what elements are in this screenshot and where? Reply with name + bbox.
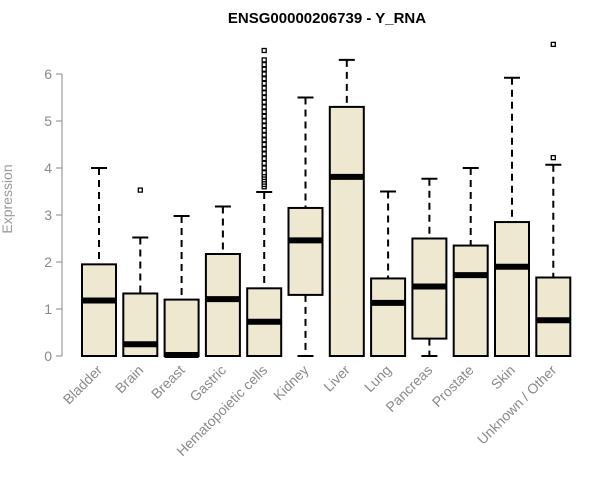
y-tick-label: 6 [44,66,52,82]
box-breast [163,214,200,359]
outlier-point [261,85,267,91]
box-body [287,206,324,296]
box-pancreas [411,177,448,357]
box-unknown-other [535,41,572,358]
box-liver [328,58,365,358]
outlier-point [261,66,267,72]
box-bladder [81,167,117,358]
x-tick-label: Breast [148,362,188,402]
outlier-point [261,94,267,101]
outlier-point [261,108,267,115]
box-kidney [287,96,324,357]
outlier-point [261,141,267,148]
outlier-point [261,80,267,87]
outlier-point [261,104,267,110]
y-tick-label: 5 [44,113,52,129]
outlier-point [261,151,267,157]
outlier-point [261,123,267,129]
y-tick-label: 3 [44,207,52,223]
x-tick-label: Bladder [60,362,106,408]
outlier-point [261,155,267,162]
box-body [370,277,407,358]
box-prostate [452,167,489,357]
y-tick-label: 1 [44,301,52,317]
outlier-point [261,132,267,138]
box-hematopoietic-cells [246,47,283,358]
outlier-point [261,170,267,176]
outlier-point [261,47,267,54]
y-tick-label: 2 [44,254,52,270]
box-skin [494,76,530,357]
chart-title: ENSG00000206739 - Y_RNA [228,10,426,27]
x-tick-label: Liver [320,362,353,395]
outlier-point [261,71,267,77]
box-body [452,244,489,357]
x-tick-label: Kidney [270,362,312,404]
outlier-point [261,146,267,152]
x-tick-label: Skin [488,362,519,393]
box-brain [122,187,159,357]
box-lung [370,190,407,358]
outlier-point [261,76,267,82]
box-body [494,221,530,357]
outlier-point [550,155,556,161]
x-tick-label: Lung [361,362,394,395]
outlier-point [261,118,267,124]
outlier-point [261,127,267,134]
outlier-point [261,61,267,68]
outlier-point [261,57,267,63]
outlier-point [261,99,267,105]
outlier-point [261,90,267,96]
outlier-point [261,113,267,119]
x-tick-label: Prostate [429,362,477,410]
outlier-point [137,187,143,193]
box-series [81,41,572,359]
outlier-point [550,41,556,48]
box-body [328,105,365,358]
x-tick-label: Brain [112,362,146,396]
box-body [81,263,117,358]
box-body [204,253,241,357]
box-body [535,276,572,358]
outlier-point [261,165,267,171]
outlier-point [261,137,267,143]
y-axis-label: Expression [0,164,15,233]
box-gastric [204,205,241,357]
y-axis: 0 1 2 3 4 5 6 [44,66,63,364]
y-tick-label: 0 [44,348,52,364]
box-body [163,298,200,358]
y-tick-label: 4 [44,160,52,176]
outlier-point [261,160,267,166]
